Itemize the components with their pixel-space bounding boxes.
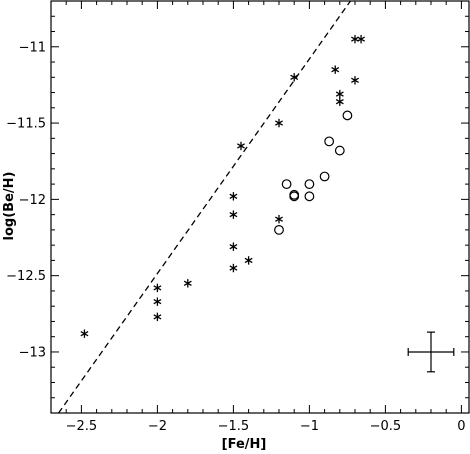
circle-point — [324, 136, 335, 147]
asterisk-point — [229, 210, 238, 219]
x-tick-label: −2 — [148, 419, 167, 434]
asterisk-stroke — [351, 77, 359, 84]
asterisk-point — [153, 283, 162, 293]
circle-point — [281, 179, 292, 190]
error-bar — [407, 331, 455, 373]
circle-point — [304, 191, 315, 202]
circle-point — [304, 179, 315, 190]
y-tick-label: −12 — [19, 193, 46, 208]
y-axis: −13 −12.5 −12 −11.5 −11 — [6, 15, 469, 399]
asterisk-point — [229, 192, 238, 201]
asterisk-stroke — [357, 36, 366, 42]
asterisk-point — [335, 97, 344, 106]
asterisk-point — [153, 297, 162, 306]
asterisk-stroke — [244, 257, 253, 264]
fit-line — [58, 1, 351, 413]
y-tick-label: −12.5 — [6, 269, 46, 284]
asterisk-point — [229, 263, 238, 273]
plot-frame — [50, 0, 470, 414]
asterisk-stroke — [229, 211, 238, 218]
asterisk-stroke — [229, 265, 238, 271]
asterisk-stroke — [237, 143, 245, 149]
circle-point — [319, 171, 330, 182]
asterisk-point — [357, 34, 366, 44]
y-axis-label: log(Be/H) — [2, 172, 17, 241]
asterisk-stroke — [229, 244, 238, 250]
y-tick-label: −11 — [19, 40, 46, 55]
circle-point — [289, 191, 300, 202]
x-tick-label: −1.5 — [218, 419, 250, 434]
asterisk-stroke — [183, 280, 192, 286]
asterisk-point — [335, 89, 344, 99]
data-points — [80, 34, 455, 373]
asterisk-point — [351, 34, 359, 44]
asterisk-point — [275, 215, 283, 224]
asterisk-stroke — [335, 99, 344, 105]
x-axis: −2.5 −2 −1.5 −1 −0.5 0 — [66, 1, 466, 434]
x-axis-label: [Fe/H] — [222, 437, 267, 452]
circle-point — [274, 224, 284, 235]
asterisk-point — [244, 256, 253, 265]
asterisk-stroke — [275, 120, 283, 126]
x-tick-label: −1 — [300, 419, 319, 434]
asterisk-point — [229, 242, 238, 251]
asterisk-stroke — [331, 67, 340, 73]
asterisk-stroke — [153, 298, 162, 305]
asterisk-stroke — [153, 314, 162, 320]
x-tick-label: −0.5 — [370, 419, 402, 434]
plot-area — [50, 0, 470, 414]
asterisk-stroke — [335, 91, 344, 97]
asterisk-point — [275, 118, 283, 128]
y-tick-label: −13 — [19, 345, 46, 360]
circle-point — [342, 110, 353, 121]
asterisk-point — [183, 279, 192, 288]
asterisk-point — [331, 65, 340, 74]
x-tick-label: 0 — [457, 419, 465, 434]
asterisk-stroke — [275, 216, 283, 222]
asterisk-stroke — [229, 193, 238, 199]
asterisk-stroke — [290, 74, 299, 80]
asterisk-point — [153, 312, 162, 322]
x-tick-label: −2.5 — [66, 419, 98, 434]
asterisk-stroke — [80, 330, 89, 337]
asterisk-stroke — [153, 285, 162, 291]
asterisk-point — [290, 73, 299, 82]
asterisk-point — [237, 141, 245, 151]
circle-point — [334, 145, 345, 156]
asterisk-point — [351, 76, 359, 85]
y-tick-label: −11.5 — [6, 117, 46, 132]
asterisk-point — [80, 329, 89, 338]
